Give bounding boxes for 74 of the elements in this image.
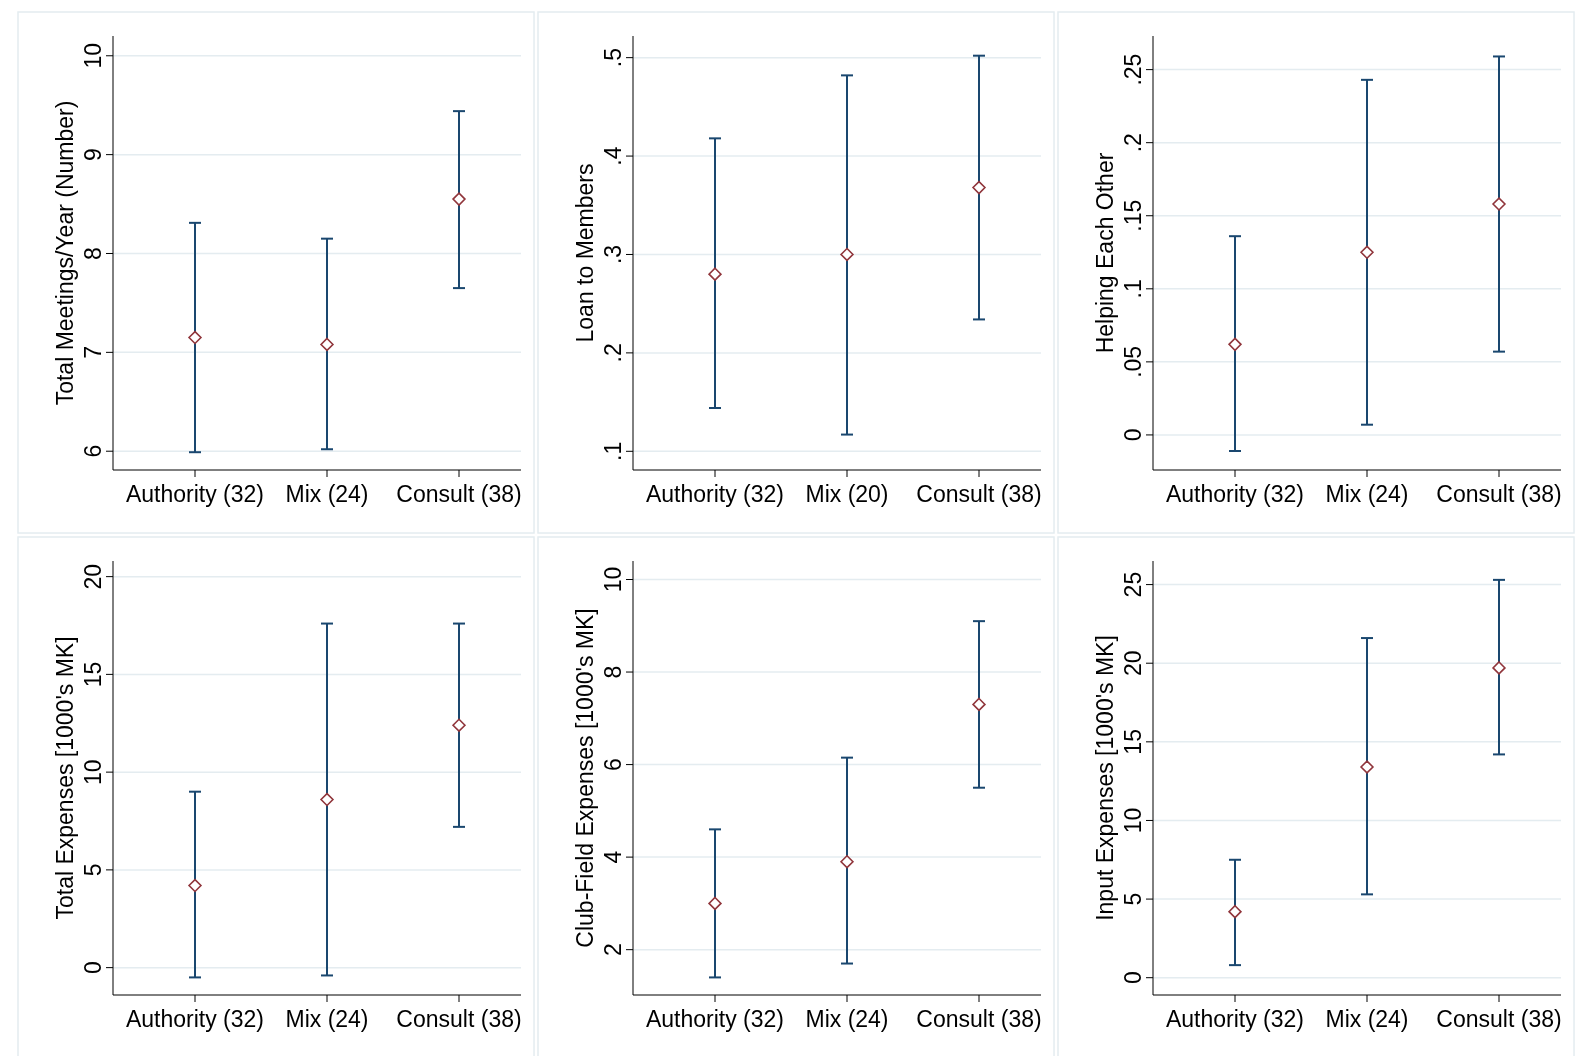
point [708, 267, 722, 281]
point [840, 247, 854, 262]
x-tick-label: Mix (24) [285, 1006, 369, 1032]
x-tick-label: Mix (24) [285, 481, 369, 507]
point [1228, 904, 1242, 919]
y-tick-label: .1 [1120, 279, 1146, 299]
y-tick-label: .2 [600, 343, 626, 363]
point [452, 192, 466, 206]
y-tick-label: 0 [1120, 971, 1146, 985]
y-tick-label: 8 [600, 665, 626, 679]
x-tick-label: Consult (38) [396, 1006, 522, 1032]
y-axis-title: Total Expenses [1000's MK] [52, 636, 78, 920]
y-tick-label: 25 [1120, 571, 1146, 598]
y-tick-label: 15 [1120, 729, 1146, 755]
y-tick-label: 10 [80, 42, 106, 69]
point [1492, 661, 1506, 675]
y-tick-label: .2 [1120, 133, 1146, 153]
point [840, 855, 854, 869]
y-tick-label: 15 [80, 661, 106, 688]
y-axis-title: Club-Field Expenses [1000's MK] [572, 608, 598, 948]
point [708, 896, 722, 911]
y-tick-label: 0 [80, 961, 106, 975]
y-axis-title: Helping Each Other [1092, 152, 1118, 354]
y-tick-label: 6 [80, 444, 106, 458]
x-tick-label: Consult (38) [1436, 1006, 1562, 1032]
y-axis-title: Input Expenses [1000's MK] [1092, 635, 1118, 921]
y-tick-label: 8 [80, 247, 106, 260]
y-tick-label: 5 [80, 863, 106, 877]
y-tick-label: 20 [80, 563, 106, 590]
x-tick-label: Mix (24) [805, 1006, 889, 1032]
point [1360, 760, 1374, 774]
x-tick-label: Consult (38) [1436, 481, 1562, 507]
y-tick-label: 10 [1120, 807, 1146, 834]
y-tick-label: .05 [1120, 345, 1146, 378]
x-tick-label: Authority (32) [1165, 1006, 1305, 1032]
y-tick-label: .15 [1120, 199, 1146, 232]
point [320, 792, 334, 807]
y-tick-label: 4 [600, 850, 626, 864]
y-tick-label: 9 [80, 148, 106, 162]
x-tick-label: Mix (24) [1325, 481, 1409, 507]
x-tick-label: Consult (38) [916, 481, 1042, 507]
y-tick-label: 2 [600, 943, 626, 957]
point [972, 180, 986, 195]
y-tick-label: 7 [80, 345, 106, 359]
point [188, 878, 202, 893]
point [188, 330, 202, 345]
y-tick-label: .3 [600, 244, 626, 265]
point [452, 718, 466, 732]
point [1228, 337, 1242, 352]
y-axis-title: Loan to Members [572, 163, 598, 343]
point [1360, 245, 1374, 260]
x-tick-label: Mix (24) [1325, 1006, 1409, 1032]
y-tick-label: 20 [1120, 650, 1146, 677]
y-tick-label: .1 [600, 441, 626, 461]
point [320, 337, 334, 352]
y-tick-label: 10 [80, 759, 106, 785]
x-tick-label: Authority (32) [645, 481, 785, 507]
x-tick-label: Authority (32) [645, 1006, 785, 1032]
point [972, 697, 986, 712]
x-tick-label: Consult (38) [916, 1006, 1042, 1032]
x-tick-label: Authority (32) [1165, 481, 1305, 507]
x-tick-label: Authority (32) [125, 1006, 265, 1032]
y-tick-label: 5 [1120, 892, 1146, 906]
y-tick-label: .4 [600, 146, 626, 166]
y-tick-label: 0 [1120, 428, 1146, 442]
y-tick-label: 6 [600, 758, 626, 771]
x-tick-label: Mix (20) [805, 481, 889, 507]
y-tick-label: .25 [1120, 53, 1146, 86]
y-tick-label: .5 [600, 48, 626, 68]
x-tick-label: Consult (38) [396, 481, 522, 507]
x-tick-label: Authority (32) [125, 481, 265, 507]
point [1492, 197, 1506, 211]
y-tick-label: 10 [600, 566, 626, 593]
y-axis-title: Total Meetings/Year (Number) [52, 100, 78, 406]
